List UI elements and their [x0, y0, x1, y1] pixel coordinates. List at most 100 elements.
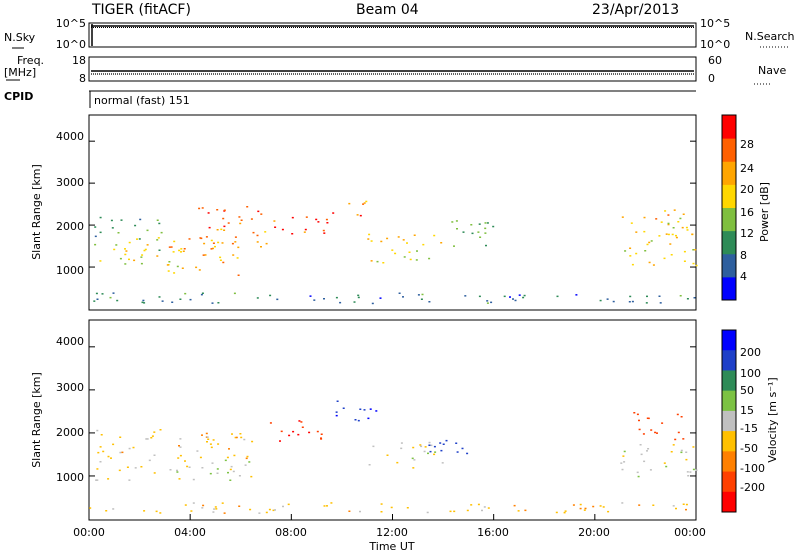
power-scatter-cell [665, 233, 668, 235]
velocity-ytick-2000: 2000 [56, 426, 84, 439]
velocity-scatter-cell [461, 447, 464, 450]
velocity-ytick-4000: 4000 [56, 335, 84, 348]
power-scatter-cell [669, 243, 672, 245]
power-scatter-cell [95, 292, 98, 295]
power-scatter-cell [556, 295, 559, 298]
velocity-scatter-cell [434, 451, 437, 453]
power-scatter-cell [195, 266, 198, 269]
power-scatter-cell [359, 214, 362, 217]
cpid-panel: CPID normal (fast) 151 [4, 90, 696, 108]
power-scatter-cell [113, 248, 116, 251]
velocity-colorbar-frame [721, 329, 737, 513]
power-cb-tick-4: 4 [740, 270, 747, 283]
velocity-colorbar-swatch [722, 431, 736, 452]
power-scatter-cell [189, 298, 192, 301]
power-scatter-cell [694, 249, 697, 251]
power-scatter-cell [644, 250, 647, 252]
velocity-scatter-cell [202, 504, 205, 507]
velocity-scatter [89, 400, 698, 514]
velocity-scatter-cell [287, 503, 290, 506]
power-scatter-cell [357, 296, 360, 299]
power-cb-tick-28: 28 [740, 138, 754, 151]
power-scatter-cell [382, 262, 385, 264]
power-scatter-cell [692, 249, 695, 251]
power-scatter-cell [256, 241, 259, 243]
velocity-scatter-cell [268, 508, 271, 511]
power-scatter-cell [478, 295, 481, 298]
velocity-scatter-cell [429, 450, 432, 453]
cpid-label: CPID [4, 90, 33, 103]
power-scatter-cell [675, 236, 678, 239]
velocity-scatter-cell [196, 450, 199, 452]
velocity-scatter-cell [288, 434, 291, 437]
velocity-scatter-cell [107, 455, 110, 458]
velocity-scatter-cell [211, 462, 214, 464]
freq-unit-label: [MHz] [4, 66, 36, 79]
velocity-scatter-cell [146, 438, 149, 440]
velocity-scatter-cell [400, 447, 403, 450]
velocity-scatter-cell [153, 431, 156, 433]
velocity-scatter-cell [301, 426, 304, 428]
velocity-scatter-cell [177, 457, 180, 459]
velocity-scatter-cell [579, 503, 582, 506]
velocity-scatter-cell [367, 417, 370, 420]
power-colorbar [721, 114, 737, 301]
power-scatter-cell [631, 263, 634, 266]
velocity-scatter-cell [297, 433, 300, 436]
velocity-axis-ticks [88, 346, 697, 520]
power-scatter-cell [222, 261, 225, 264]
velocity-scatter-cell [250, 475, 253, 478]
velocity-scatter-cell [440, 449, 443, 452]
power-scatter-cell [652, 264, 655, 266]
power-scatter-cell [223, 229, 226, 231]
power-scatter-cell [246, 206, 249, 208]
velocity-scatter-cell [579, 507, 582, 510]
power-scatter-cell [238, 216, 241, 218]
power-scatter-cell [217, 241, 220, 244]
velocity-scatter-cell [179, 446, 182, 448]
power-scatter-cell [223, 209, 226, 211]
power-scatter-cell [172, 251, 175, 253]
power-scatter-cell [216, 209, 219, 211]
velocity-scatter-cell [685, 451, 688, 453]
power-scatter-cell [484, 232, 487, 234]
velocity-scatter-cell [128, 479, 131, 481]
power-cb-tick-12: 12 [740, 227, 754, 240]
power-scatter-cell [335, 296, 338, 299]
velocity-scatter-cell [216, 468, 219, 470]
power-scatter-cell [205, 236, 208, 238]
power-scatter [93, 200, 698, 305]
power-scatter-cell [353, 301, 356, 303]
velocity-cb-tick-minus15: -15 [740, 422, 758, 435]
velocity-scatter-cell [153, 454, 156, 456]
velocity-scatter-cell [439, 442, 442, 444]
velocity-scatter-cell [119, 436, 122, 438]
power-scatter-cell [664, 210, 667, 212]
power-scatter-cell [624, 250, 627, 252]
power-scatter-cell [128, 241, 131, 244]
velocity-scatter-cell [348, 510, 351, 512]
velocity-scatter-cell [320, 433, 323, 435]
power-scatter-cell [650, 240, 653, 242]
freq-left-tick-top: 18 [72, 54, 86, 67]
freq-right-tick-bottom: 0 [708, 72, 715, 85]
power-scatter-cell [451, 221, 454, 223]
power-ytick-3000: 3000 [56, 176, 84, 189]
power-scatter-cell [257, 210, 260, 213]
velocity-scatter-cell [412, 467, 415, 469]
velocity-scatter-cell [96, 468, 99, 470]
x-tick-label-5: 20:00 [578, 526, 610, 539]
velocity-scatter-cell [205, 432, 208, 435]
velocity-scatter-cell [246, 455, 249, 458]
velocity-scatter-cell [411, 457, 414, 460]
velocity-scatter-cell [151, 435, 154, 437]
power-scatter-cell [323, 232, 326, 234]
power-scatter-cell [417, 294, 420, 296]
power-scatter-cell [167, 270, 170, 272]
power-scatter-cell [514, 299, 517, 302]
power-scatter-cell [643, 216, 646, 219]
power-scatter-cell [313, 299, 316, 301]
velocity-scatter-cell [206, 441, 208, 443]
velocity-scatter-cell [380, 503, 383, 505]
velocity-scatter-cell [274, 509, 276, 511]
